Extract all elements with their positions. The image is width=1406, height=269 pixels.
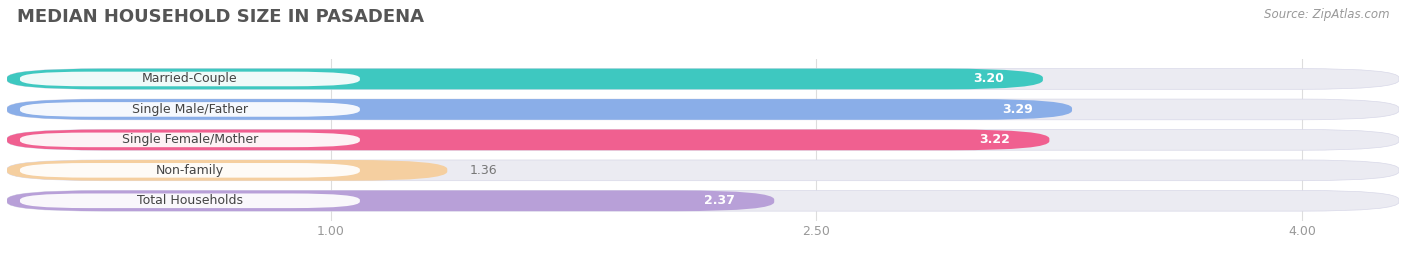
- FancyBboxPatch shape: [7, 160, 447, 181]
- FancyBboxPatch shape: [7, 190, 775, 211]
- FancyBboxPatch shape: [20, 193, 360, 208]
- Text: Total Households: Total Households: [136, 194, 243, 207]
- FancyBboxPatch shape: [7, 190, 1399, 211]
- Text: MEDIAN HOUSEHOLD SIZE IN PASADENA: MEDIAN HOUSEHOLD SIZE IN PASADENA: [17, 8, 423, 26]
- Text: 2.37: 2.37: [704, 194, 735, 207]
- FancyBboxPatch shape: [7, 99, 1071, 120]
- Text: 3.20: 3.20: [973, 72, 1004, 86]
- FancyBboxPatch shape: [20, 102, 360, 117]
- Text: 3.29: 3.29: [1002, 103, 1033, 116]
- FancyBboxPatch shape: [20, 163, 360, 178]
- Text: 3.22: 3.22: [980, 133, 1011, 146]
- Text: 1.36: 1.36: [470, 164, 498, 177]
- FancyBboxPatch shape: [7, 160, 1399, 181]
- FancyBboxPatch shape: [7, 130, 1049, 150]
- Text: Married-Couple: Married-Couple: [142, 72, 238, 86]
- FancyBboxPatch shape: [7, 130, 1399, 150]
- FancyBboxPatch shape: [7, 99, 1399, 120]
- FancyBboxPatch shape: [7, 69, 1043, 89]
- Text: Single Female/Mother: Single Female/Mother: [122, 133, 259, 146]
- Text: Single Male/Father: Single Male/Father: [132, 103, 247, 116]
- Text: Source: ZipAtlas.com: Source: ZipAtlas.com: [1264, 8, 1389, 21]
- Text: Non-family: Non-family: [156, 164, 224, 177]
- FancyBboxPatch shape: [20, 133, 360, 147]
- FancyBboxPatch shape: [7, 69, 1399, 89]
- FancyBboxPatch shape: [20, 72, 360, 86]
